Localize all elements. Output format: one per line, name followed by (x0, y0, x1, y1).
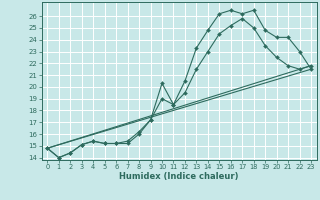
X-axis label: Humidex (Indice chaleur): Humidex (Indice chaleur) (119, 172, 239, 181)
